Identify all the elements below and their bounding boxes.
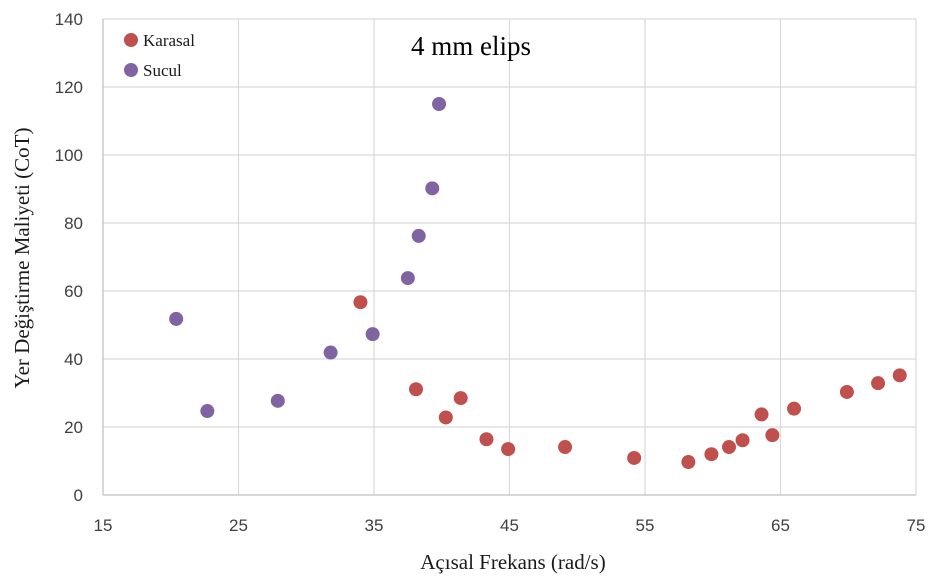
y-tick-label: 60 [64,282,83,301]
data-point-karasal [765,428,780,443]
data-point-karasal [409,382,424,397]
data-point-karasal [353,295,368,310]
chart-annotation: 4 mm elips [411,31,531,61]
data-point-karasal [892,368,907,383]
data-point-sucul [200,404,215,419]
y-tick-label: 120 [55,78,83,97]
data-point-sucul [270,393,285,408]
x-tick-label: 55 [636,516,655,535]
data-point-karasal [871,376,886,391]
legend-marker-karasal [124,33,138,47]
data-point-karasal [735,433,750,448]
x-tick-label: 75 [907,516,926,535]
data-point-karasal [438,410,453,425]
data-point-sucul [323,345,338,360]
x-tick-label: 45 [500,516,519,535]
y-tick-label: 20 [64,418,83,437]
data-point-sucul [432,97,447,111]
x-tick-label: 15 [94,516,113,535]
data-point-sucul [411,228,426,243]
y-tick-label: 80 [64,214,83,233]
y-tick-label: 140 [55,10,83,29]
x-tick-label: 65 [771,516,790,535]
data-point-sucul [169,311,184,326]
legend-label-sucul: Sucul [143,61,182,80]
data-point-sucul [400,271,415,286]
y-axis-title: Yer Değiştirme Maliyeti (CoT) [10,128,34,389]
data-point-karasal [722,440,737,455]
gridlines [103,18,917,495]
data-point-karasal [479,432,494,447]
data-point-karasal [558,440,573,455]
data-points [169,97,907,470]
legend: Karasal Sucul [124,31,195,80]
data-point-sucul [425,181,440,196]
data-point-sucul [365,327,380,342]
series-sucul [169,97,447,419]
series-karasal [353,295,907,470]
data-point-karasal [681,455,696,470]
data-point-karasal [754,407,769,422]
data-point-karasal [839,384,854,399]
x-tick-labels: 15 25 35 45 55 65 75 [94,516,926,535]
y-tick-label: 0 [74,486,83,505]
x-axis-title: Açısal Frekans (rad/s) [420,550,605,574]
data-point-karasal [787,401,802,416]
data-point-karasal [627,450,642,465]
y-tick-label: 100 [55,146,83,165]
legend-label-karasal: Karasal [143,31,195,50]
legend-marker-sucul [124,63,138,77]
x-tick-label: 35 [365,516,384,535]
data-point-karasal [453,391,468,406]
data-point-karasal [501,442,516,457]
y-tick-label: 40 [64,350,83,369]
data-point-karasal [704,447,719,462]
y-tick-labels: 0 20 40 60 80 100 120 140 [55,10,83,505]
axes [102,19,916,496]
x-tick-label: 25 [229,516,248,535]
